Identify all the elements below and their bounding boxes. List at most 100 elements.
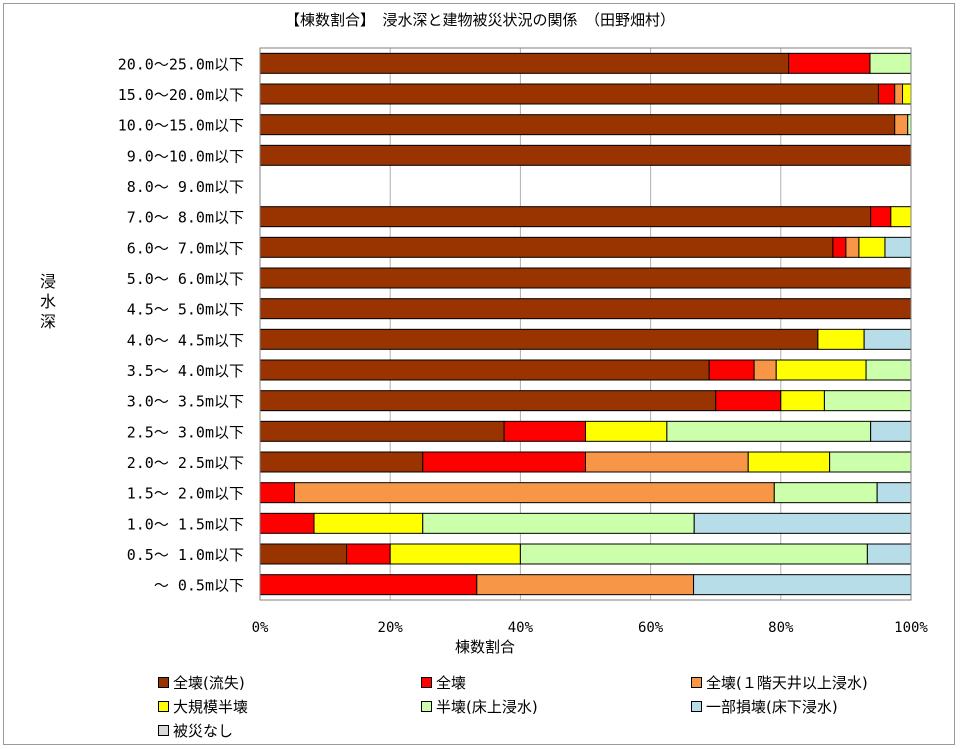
y-axis-label-char: 水	[39, 292, 56, 311]
bar-segment	[890, 206, 912, 228]
legend-swatch	[421, 677, 432, 688]
legend-label: 半壊(床上浸水)	[436, 698, 538, 716]
y-tick-label: 0.5～ 1.0m以下	[127, 546, 244, 564]
bar-segment	[476, 574, 695, 596]
x-tick-label: 0%	[252, 620, 269, 636]
bar-segment	[259, 114, 896, 136]
bar-segment	[845, 236, 860, 258]
x-tick-label: 80%	[768, 620, 794, 636]
bar-segment	[259, 52, 790, 74]
bar-segment	[869, 52, 912, 74]
x-tick-label: 100%	[894, 620, 928, 636]
bar-segment	[747, 451, 831, 473]
bar-segment	[259, 359, 710, 381]
bar-segment	[422, 451, 586, 473]
legend-label: 一部損壊(床下浸水)	[706, 698, 838, 716]
legend-item: 一部損壊(床下浸水)	[691, 696, 838, 717]
bar-segment	[346, 543, 391, 565]
bar-segment	[858, 236, 886, 258]
y-tick-label: 10.0～15.0m以下	[118, 117, 244, 135]
bar-segment	[259, 236, 834, 258]
legend-label: 全壊(流失)	[173, 674, 245, 692]
bar-segment	[259, 574, 478, 596]
legend-label: 大規模半壊	[173, 698, 249, 716]
legend-item: 全壊	[421, 672, 466, 693]
bar-segment	[259, 83, 879, 105]
bar-segment	[259, 390, 717, 412]
bar-segment	[866, 543, 912, 565]
y-tick-label: 3.5～ 4.0m以下	[127, 362, 244, 380]
y-tick-label: 8.0～ 9.0m以下	[127, 178, 244, 196]
bar-segment	[259, 206, 872, 228]
bar-segment	[876, 482, 912, 504]
bar-segment	[775, 359, 867, 381]
bar-segment	[585, 420, 668, 442]
bar-segment	[259, 451, 424, 473]
bar-segment	[715, 390, 782, 412]
chart-title: 【棟数割合】 浸水深と建物被災状況の関係 （田野畑村）	[284, 11, 675, 29]
plot-area	[259, 47, 912, 601]
legend-item: 大規模半壊	[158, 696, 248, 717]
bar-segment	[389, 543, 521, 565]
bar-segment	[708, 359, 755, 381]
bar-segment	[902, 83, 912, 105]
bar-segment	[823, 390, 912, 412]
bar-segment	[863, 328, 912, 350]
legend-item: 被災なし	[158, 720, 233, 741]
bar-segment	[259, 144, 912, 166]
bar-segment	[817, 328, 865, 350]
legend-swatch	[421, 701, 432, 712]
bar-segment	[585, 451, 749, 473]
legend-swatch	[691, 677, 702, 688]
bar-segment	[894, 114, 909, 136]
bar-segment	[294, 482, 775, 504]
y-tick-label: 15.0～20.0m以下	[118, 86, 244, 104]
bar-segment	[259, 512, 315, 534]
bar-segment	[503, 420, 586, 442]
legend-swatch	[158, 677, 169, 688]
y-tick-label: 20.0～25.0m以下	[118, 55, 244, 73]
bar-segment	[870, 206, 892, 228]
bar-segment	[829, 451, 912, 473]
x-tick-label: 60%	[638, 620, 664, 636]
legend-label: 被災なし	[173, 722, 234, 740]
bar-segment	[894, 83, 904, 105]
legend-item: 半壊(床上浸水)	[421, 696, 538, 717]
legend-label: 全壊	[436, 674, 467, 692]
y-tick-label: 4.5～ 5.0m以下	[127, 301, 244, 319]
bar-segment	[693, 512, 912, 534]
legend-item: 全壊(流失)	[158, 672, 245, 693]
x-axis-label: 棟数割合	[454, 638, 515, 656]
y-tick-label: 3.0～ 3.5m以下	[127, 393, 244, 411]
y-tick-label: 4.0～ 4.5m以下	[127, 331, 244, 349]
bar-segment	[519, 543, 868, 565]
legend-label: 全壊(１階天井以上浸水)	[706, 674, 868, 692]
bar-segment	[877, 83, 896, 105]
bar-segment	[753, 359, 777, 381]
y-tick-label: 1.0～ 1.5m以下	[127, 515, 244, 533]
y-axis-label-char: 深	[39, 312, 56, 331]
bar-segment	[422, 512, 695, 534]
bar-segment	[865, 359, 912, 381]
x-tick-label: 20%	[378, 620, 404, 636]
bar-segment	[693, 574, 912, 596]
legend-swatch	[691, 701, 702, 712]
bar-segment	[780, 390, 825, 412]
bar-segment	[259, 420, 505, 442]
bar-segment	[259, 298, 912, 320]
bar-segment	[259, 482, 296, 504]
bar-segment	[259, 543, 348, 565]
bar-segment	[870, 420, 912, 442]
y-tick-label: 7.0～ 8.0m以下	[127, 209, 244, 227]
bar-segment	[313, 512, 424, 534]
y-tick-label: 1.5～ 2.0m以下	[127, 485, 244, 503]
y-tick-label: 6.0～ 7.0m以下	[127, 239, 244, 257]
y-tick-label: ～ 0.5m以下	[154, 577, 244, 595]
x-tick-label: 40%	[508, 620, 534, 636]
legend-swatch	[158, 701, 169, 712]
bar-segment	[259, 267, 912, 289]
bar-segment	[666, 420, 872, 442]
y-tick-label: 9.0～10.0m以下	[127, 147, 244, 165]
bar-segment	[884, 236, 912, 258]
